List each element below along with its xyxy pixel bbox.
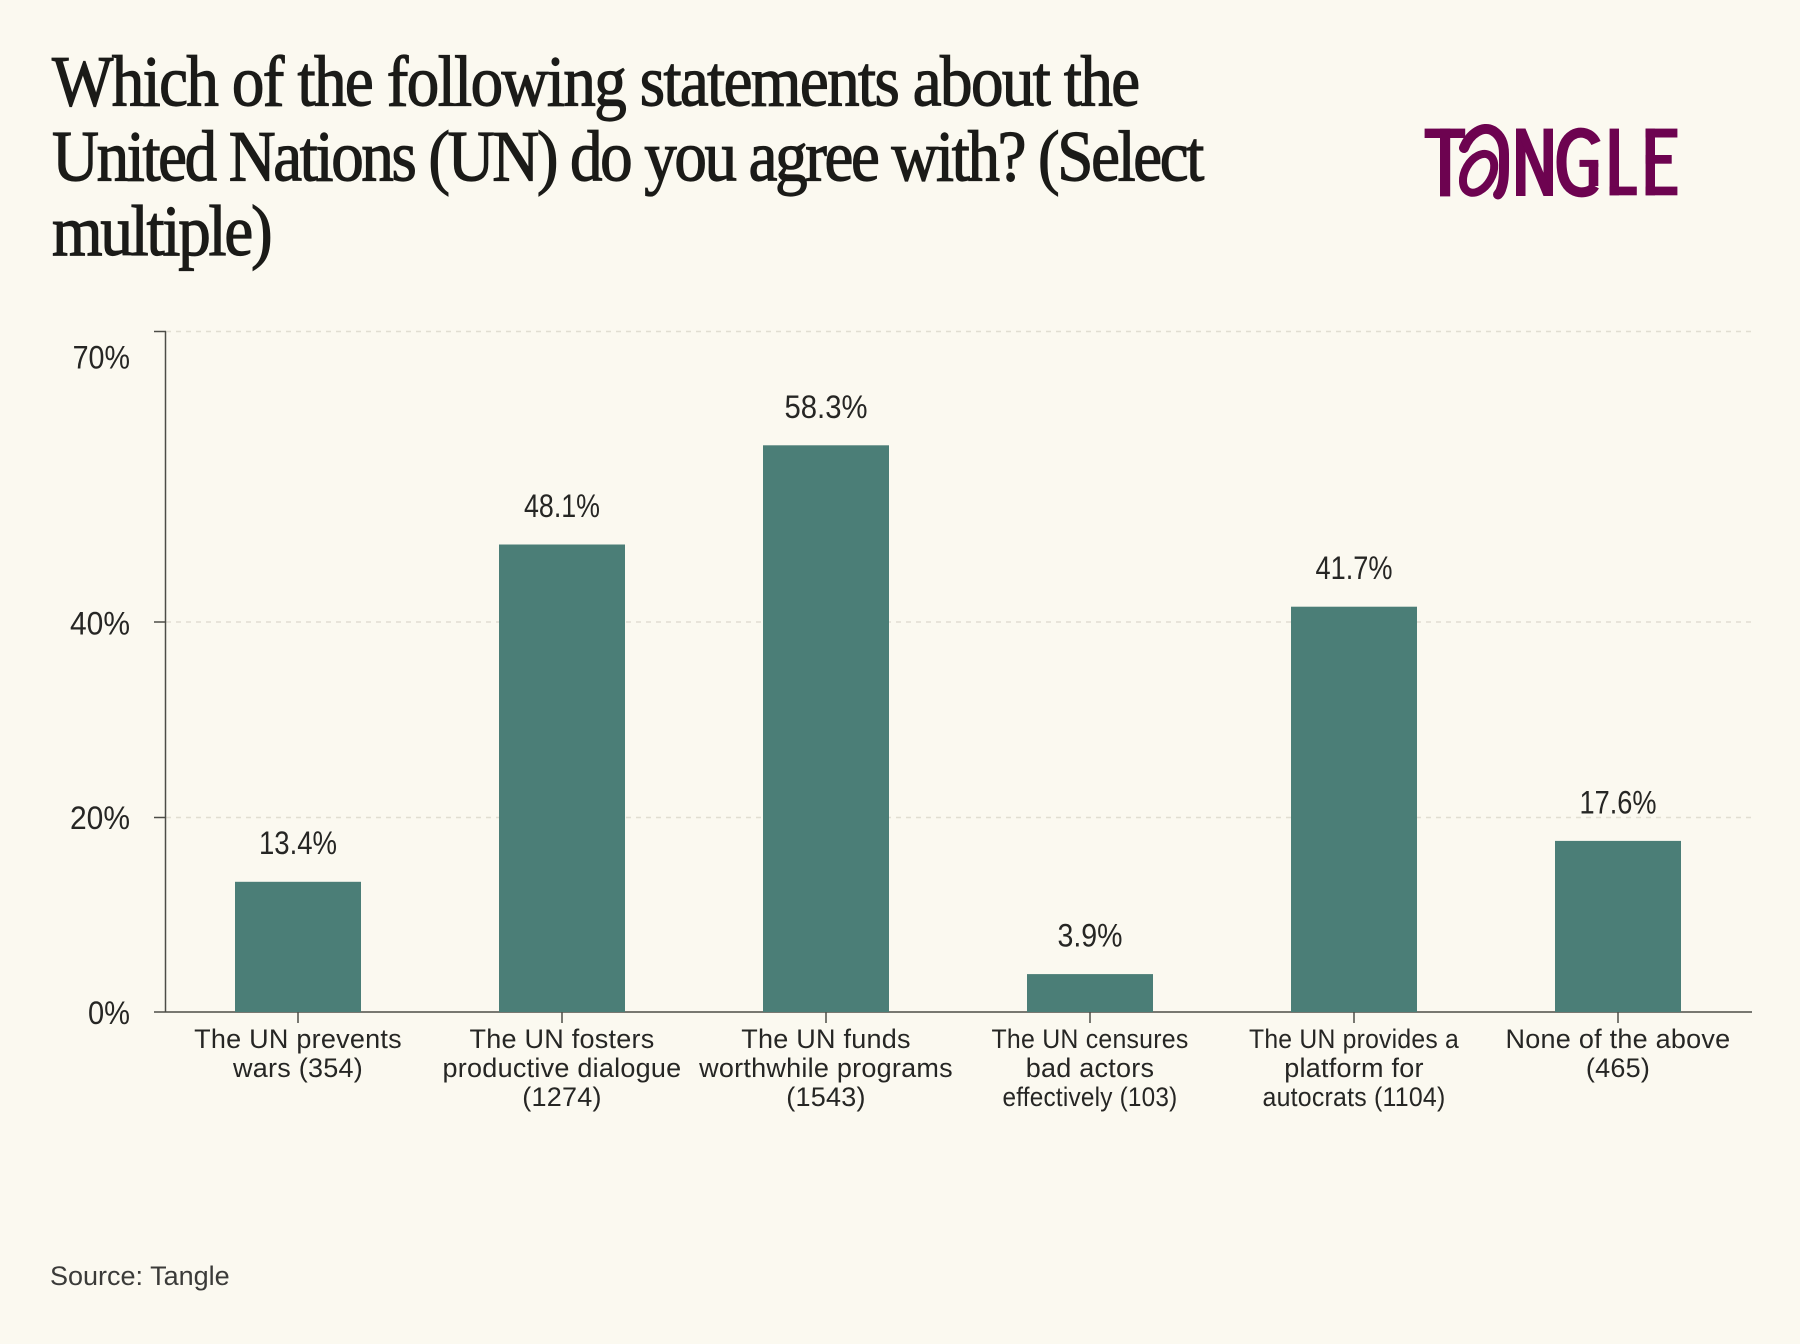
svg-text:0%: 0% (88, 995, 130, 1031)
svg-text:70%: 70% (73, 340, 130, 376)
svg-text:17.6%: 17.6% (1580, 785, 1657, 821)
svg-text:3.9%: 3.9% (1058, 918, 1123, 954)
svg-text:41.7%: 41.7% (1316, 550, 1393, 586)
svg-text:48.1%: 48.1% (524, 488, 600, 524)
svg-text:20%: 20% (70, 800, 130, 836)
svg-text:Source: Tangle: Source: Tangle (50, 1261, 230, 1291)
svg-text:58.3%: 58.3% (785, 389, 868, 425)
svg-text:40%: 40% (70, 606, 130, 642)
svg-text:None of the above(465): None of the above (465) (1506, 1024, 1731, 1083)
svg-text:13.4%: 13.4% (259, 825, 337, 861)
